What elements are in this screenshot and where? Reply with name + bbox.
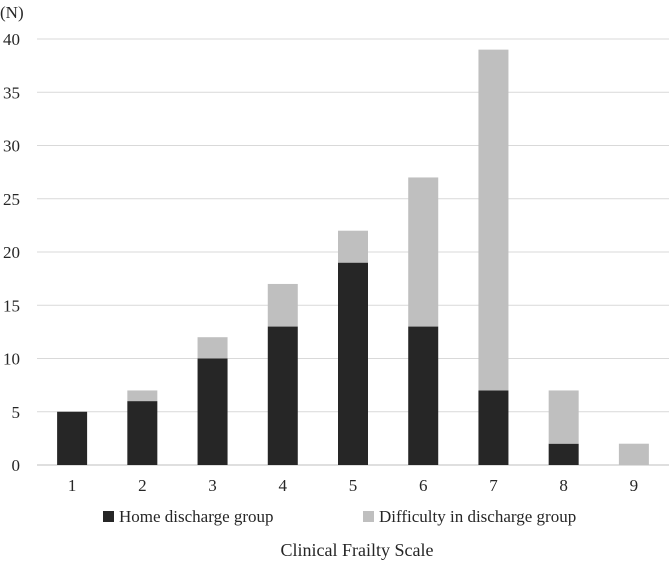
x-tick-label: 7 xyxy=(489,476,498,495)
x-tick-label: 9 xyxy=(630,476,639,495)
x-tick-label: 4 xyxy=(279,476,288,495)
legend-swatch-difficulty-discharge xyxy=(363,511,374,522)
legend-label-home-discharge: Home discharge group xyxy=(119,507,274,526)
bar-home-discharge xyxy=(267,326,298,465)
x-tick-label: 1 xyxy=(68,476,77,495)
y-tick-label: 30 xyxy=(3,137,20,156)
bar-home-discharge xyxy=(478,390,509,465)
y-tick-label: 10 xyxy=(3,350,20,369)
bar-difficulty-discharge xyxy=(618,443,649,465)
y-tick-labels: 0 5 10 15 20 25 30 35 40 xyxy=(3,30,20,475)
x-tick-label: 5 xyxy=(349,476,358,495)
bar-difficulty-discharge xyxy=(127,390,158,402)
x-tick-labels: 1 2 3 4 5 6 7 8 9 xyxy=(68,476,638,495)
bar-home-discharge xyxy=(408,326,439,465)
legend-label-difficulty-discharge: Difficulty in discharge group xyxy=(379,507,576,526)
bars xyxy=(57,49,649,465)
y-tick-label: 15 xyxy=(3,296,20,315)
bar-difficulty-discharge xyxy=(267,283,298,327)
bar-home-discharge xyxy=(338,262,368,465)
y-tick-label: 0 xyxy=(12,456,21,475)
y-tick-label: 40 xyxy=(3,30,20,49)
bar-difficulty-discharge xyxy=(408,177,439,327)
y-tick-label: 20 xyxy=(3,243,20,262)
bar-home-discharge xyxy=(57,411,88,465)
x-tick-label: 8 xyxy=(559,476,568,495)
x-tick-label: 2 xyxy=(138,476,147,495)
bar-difficulty-discharge xyxy=(338,230,368,263)
legend-swatch-home-discharge xyxy=(103,511,114,522)
x-tick-label: 3 xyxy=(208,476,217,495)
y-tick-label: 5 xyxy=(12,403,21,422)
y-tick-label: 25 xyxy=(3,190,20,209)
y-tick-label: 35 xyxy=(3,83,20,102)
bar-home-discharge xyxy=(197,358,228,465)
x-axis-title: Clinical Frailty Scale xyxy=(281,540,434,560)
bar-difficulty-discharge xyxy=(478,49,509,391)
bar-home-discharge xyxy=(548,443,579,465)
bar-difficulty-discharge xyxy=(197,337,228,359)
bar-home-discharge xyxy=(127,401,158,465)
x-tick-label: 6 xyxy=(419,476,428,495)
bar-difficulty-discharge xyxy=(548,390,579,444)
y-axis-unit-label: (N) xyxy=(0,3,24,22)
legend: Home discharge group Difficulty in disch… xyxy=(103,507,576,526)
